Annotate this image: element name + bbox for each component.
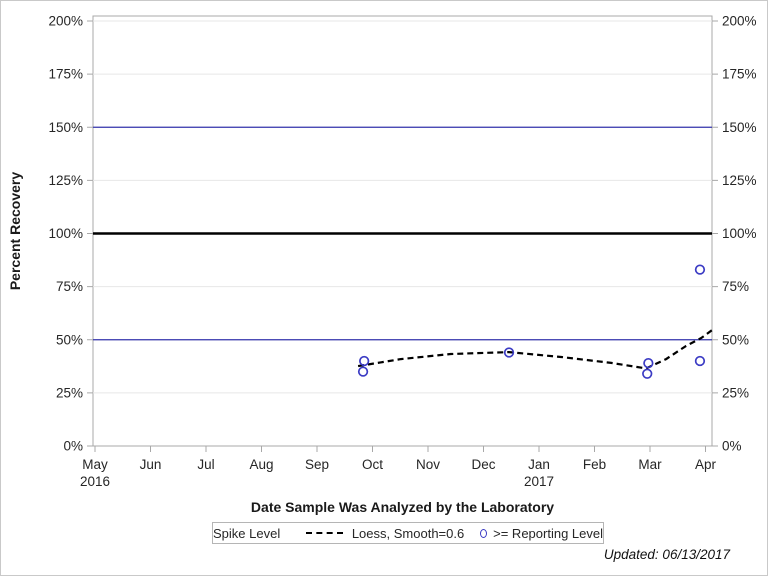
y-tick-label-left: 175% (48, 67, 83, 82)
y-tick-label-right: 125% (722, 173, 757, 188)
legend-label-loess: Loess, Smooth=0.6 (351, 525, 465, 541)
y-tick-label-right: 100% (722, 226, 757, 241)
y-tick-label-left: 150% (48, 120, 83, 135)
y-axis-title: Percent Recovery (7, 171, 23, 291)
x-tick-label-month: Oct (362, 457, 383, 472)
y-tick-label-right: 175% (722, 67, 757, 82)
scatter-point (642, 368, 653, 379)
scatter-point (357, 366, 369, 377)
legend-title: Spike Level (213, 525, 281, 541)
x-tick-label-month: Jun (140, 457, 162, 472)
y-tick-label-right: 0% (722, 439, 742, 454)
x-tick-label-month: Mar (638, 457, 662, 472)
y-tick-label-right: 50% (722, 332, 749, 347)
scatter-point (359, 355, 370, 367)
x-tick-label-month: Jul (197, 457, 214, 472)
x-tick-label-month: Nov (416, 457, 440, 472)
x-tick-label-month: Apr (695, 457, 717, 472)
y-tick-label-left: 50% (56, 332, 83, 347)
x-axis-title: Date Sample Was Analyzed by the Laborato… (250, 499, 555, 515)
loess-line-sample-icon (306, 532, 343, 534)
x-tick-label-month: Sep (305, 457, 329, 472)
x-tick-label-year: 2017 (524, 474, 554, 489)
x-tick-label-month: Dec (471, 457, 495, 472)
legend-label-reporting-level: >= Reporting Level (493, 525, 603, 541)
scatter-point (694, 264, 706, 275)
y-tick-label-right: 75% (722, 279, 749, 294)
scatter-point (694, 355, 706, 367)
reporting-level-marker-icon (480, 528, 488, 538)
updated-note: Updated: 06/13/2017 (603, 547, 730, 562)
y-tick-label-left: 75% (56, 279, 83, 294)
x-tick-label-month: Jan (528, 457, 550, 472)
x-tick-label-year: 2016 (80, 474, 110, 489)
plot-frame (92, 15, 713, 447)
scatter-point (503, 347, 515, 358)
y-tick-label-left: 200% (48, 14, 83, 29)
y-tick-label-right: 200% (722, 14, 757, 29)
y-tick-label-left: 125% (48, 173, 83, 188)
x-tick-label-month: May (82, 457, 108, 472)
y-tick-label-right: 150% (722, 120, 757, 135)
scatter-point (643, 357, 654, 369)
y-tick-label-left: 25% (56, 385, 83, 400)
x-tick-label-month: Feb (583, 457, 606, 472)
y-tick-label-right: 25% (722, 385, 749, 400)
legend: Spike Level Loess, Smooth=0.6 >= Reporti… (212, 522, 604, 544)
x-tick-label-month: Aug (249, 457, 273, 472)
loess-curve (357, 329, 713, 370)
y-tick-label-left: 100% (48, 226, 83, 241)
y-tick-label-left: 0% (63, 439, 83, 454)
